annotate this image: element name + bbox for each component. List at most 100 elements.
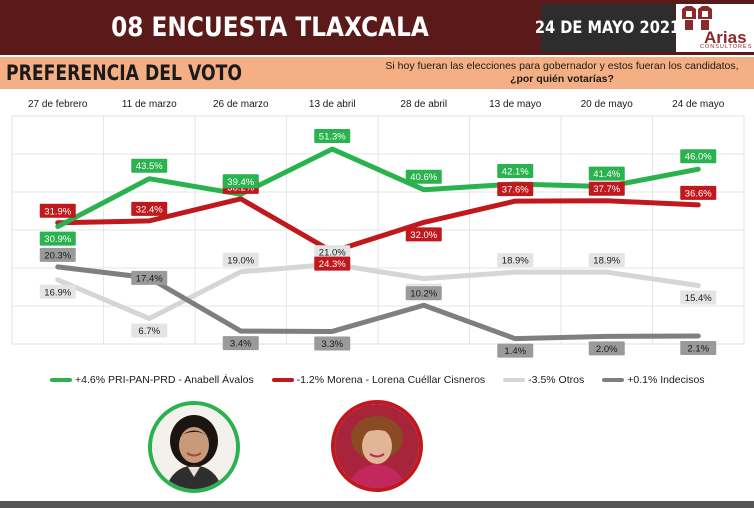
data-label-box — [497, 164, 534, 179]
logo-word: Arias — [704, 28, 747, 47]
survey-title: 08 ENCUESTA TLAXCALA — [111, 12, 429, 43]
data-label-box — [222, 252, 259, 267]
data-label-box — [39, 203, 76, 218]
data-label-box — [588, 181, 625, 196]
question-line-1: Si hoy fueran las elecciones para gobern… — [385, 60, 739, 72]
data-label: 36.6% — [685, 188, 712, 199]
data-label: 46.0% — [685, 152, 712, 163]
series-line — [55, 196, 701, 255]
data-label: 37.6% — [502, 185, 529, 196]
chart-legend: +4.6% PRI-PAN-PRD - Anabell Ávalos -1.2% … — [50, 372, 730, 388]
data-label-box — [405, 169, 442, 184]
data-label: 15.4% — [685, 293, 712, 304]
data-label: 24.3% — [319, 259, 346, 270]
data-label-box — [39, 247, 76, 262]
data-label: 17.4% — [136, 273, 163, 284]
data-label: 32.4% — [136, 204, 163, 215]
legend-swatch — [271, 378, 294, 382]
data-label: 6.7% — [138, 326, 160, 337]
data-label: 3.3% — [321, 339, 343, 350]
legend-swatch — [50, 378, 72, 382]
portrait-anabell-avalos — [148, 401, 240, 493]
data-label-box — [405, 286, 442, 301]
legend-label: +0.1% Indecisos — [627, 374, 705, 386]
legend-label: +4.6% PRI-PAN-PRD - Anabell Ávalos — [75, 374, 254, 386]
survey-question: Si hoy fueran las elecciones para gobern… — [382, 60, 742, 86]
section-title: PREFERENCIA DEL VOTO — [6, 61, 243, 85]
data-label: 37.7% — [593, 184, 620, 195]
data-label: 43.5% — [136, 161, 163, 172]
data-label-box — [131, 270, 168, 285]
person-avatar-icon — [152, 405, 236, 489]
legend-label: -1.2% Morena - Lorena Cuéllar Cisneros — [296, 374, 486, 386]
series-line — [55, 261, 701, 322]
data-label: 10.2% — [410, 289, 437, 300]
data-label: 51.3% — [319, 132, 346, 143]
data-label-box — [314, 256, 351, 271]
data-label-box — [131, 201, 168, 216]
data-label-box — [680, 149, 717, 164]
data-label-box — [131, 158, 168, 173]
data-label-box — [680, 185, 717, 200]
data-label-box — [497, 343, 534, 358]
person-avatar-icon — [335, 404, 419, 488]
data-label: 39.4% — [227, 177, 254, 188]
legend-item: +0.1% Indecisos — [602, 374, 705, 386]
data-label-box — [680, 341, 717, 356]
x-tick-label: 27 de febrero — [28, 99, 88, 110]
data-label-box — [588, 166, 625, 181]
data-label: 31.9% — [44, 206, 71, 217]
data-label: 30.9% — [44, 234, 71, 245]
data-label-box — [222, 336, 259, 351]
data-label: 1.4% — [504, 346, 526, 357]
logo-sub: CONSULTORES — [700, 44, 753, 50]
data-label: 2.0% — [596, 344, 618, 355]
survey-date: 24 DE MAYO 2021 — [535, 4, 681, 52]
legend-swatch — [503, 378, 526, 382]
data-label: 19.0% — [227, 255, 254, 266]
data-label-box — [405, 227, 442, 242]
data-label-box — [497, 253, 534, 268]
data-label: 32.0% — [410, 230, 437, 241]
data-label: 18.9% — [593, 256, 620, 267]
arias-logo-mark-icon — [682, 6, 712, 30]
x-tick-label: 26 de marzo — [213, 99, 269, 110]
data-label-box — [497, 182, 534, 197]
question-line-2: ¿por quién votarías? — [510, 73, 614, 85]
subheader-bar — [0, 57, 754, 89]
footer-strip — [0, 501, 754, 508]
arias-logo: Arias CONSULTORES — [676, 4, 754, 52]
legend-swatch — [602, 378, 625, 382]
data-label: 41.4% — [593, 169, 620, 180]
series-line — [55, 264, 701, 342]
data-label: 42.1% — [502, 167, 529, 178]
legend-item: -1.2% Morena - Lorena Cuéllar Cisneros — [271, 374, 486, 386]
data-label: 20.3% — [44, 250, 71, 261]
legend-label: -3.5% Otros — [528, 374, 585, 386]
legend-item: +4.6% PRI-PAN-PRD - Anabell Ávalos — [50, 374, 254, 386]
x-tick-label: 20 de mayo — [581, 99, 634, 110]
data-label: 18.9% — [502, 256, 529, 267]
data-label-box — [680, 290, 717, 305]
data-label-box — [314, 245, 351, 260]
data-label: 2.1% — [687, 344, 709, 355]
x-tick-label: 24 de mayo — [672, 99, 725, 110]
data-label-box — [588, 341, 625, 356]
data-label-box — [39, 231, 76, 246]
x-tick-label: 11 de marzo — [122, 99, 177, 110]
data-label-box — [39, 284, 76, 299]
data-label: 16.9% — [44, 287, 71, 298]
data-label: 21.0% — [319, 248, 346, 259]
survey-date-text: 24 DE MAYO 2021 — [535, 18, 681, 38]
data-label: 3.4% — [230, 339, 252, 350]
line-chart: 27 de febrero 11 de marzo 26 de marzo 13 de… — [11, 99, 745, 358]
data-label-box — [314, 129, 351, 144]
x-tick-label: 13 de mayo — [489, 99, 542, 110]
legend-item: -3.5% Otros — [503, 374, 584, 386]
portrait-lorena-cuellar — [331, 400, 423, 492]
data-label-box — [314, 336, 351, 351]
data-label: 40.6% — [410, 172, 437, 183]
data-label-box — [588, 253, 625, 268]
data-label-box — [131, 323, 168, 338]
x-tick-label: 13 de abril — [309, 99, 356, 110]
